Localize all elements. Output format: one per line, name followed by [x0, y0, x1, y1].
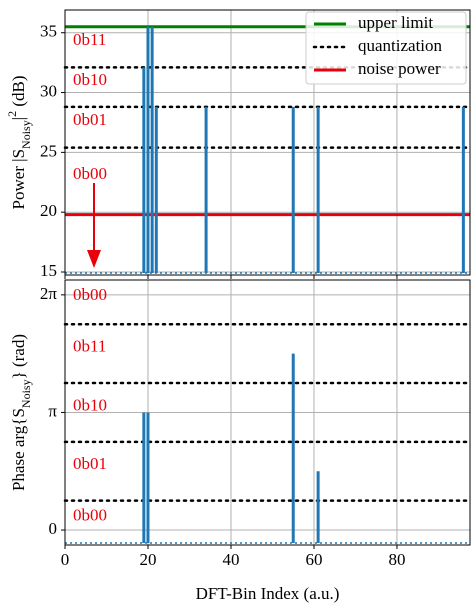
region-label: 0b00 — [73, 164, 107, 183]
region-label: 0b01 — [73, 110, 107, 129]
y-axis-label-part: Phase arg{S — [9, 408, 28, 491]
region-label: 0b00 — [73, 506, 107, 525]
legend-box — [305, 11, 467, 85]
y-axis-label-part: (dB) — [9, 75, 28, 110]
y-axis-label-part: 2 — [5, 111, 19, 117]
region-label: 0b10 — [73, 70, 107, 89]
x-tick-label: 20 — [139, 550, 156, 569]
y-axis-label: Phase arg{SNoisy} (rad) — [9, 334, 33, 491]
region-label: 0b01 — [73, 454, 107, 473]
arrow-head — [87, 250, 101, 268]
y-tick-label: 25 — [40, 141, 57, 160]
plot-frame — [64, 9, 471, 276]
y-tick-label: 0 — [49, 519, 58, 538]
region-label: 0b11 — [73, 30, 106, 49]
y-tick-label: π — [48, 401, 57, 420]
y-tick-label: 2π — [40, 284, 58, 303]
x-tick-label: 60 — [305, 550, 322, 569]
y-axis-label-part: } (rad) — [9, 334, 28, 379]
x-tick-label: 80 — [388, 550, 405, 569]
legend-label: upper limit — [358, 13, 433, 32]
x-axis-label: DFT-Bin Index (a.u.) — [196, 584, 340, 603]
legend-label: noise power — [358, 59, 441, 78]
y-axis-label-part: Noisy — [19, 120, 33, 149]
y-axis-label: Power |SNoisy|2 (dB) — [5, 75, 33, 209]
plot-frame — [64, 279, 471, 546]
y-tick-label: 20 — [40, 201, 57, 220]
y-tick-label: 15 — [40, 261, 57, 280]
y-tick-label: 35 — [40, 22, 57, 41]
y-tick-label: 30 — [40, 81, 57, 100]
region-label: 0b10 — [73, 395, 107, 414]
region-label: 0b00 — [73, 285, 107, 304]
y-axis-label-part: Noisy — [19, 379, 33, 408]
x-tick-label: 0 — [61, 550, 70, 569]
x-tick-label: 40 — [222, 550, 239, 569]
legend-label: quantization — [358, 36, 443, 55]
y-axis-label-part: Power |S — [9, 149, 28, 210]
y-axis-label-part: | — [9, 117, 28, 120]
region-label: 0b11 — [73, 337, 106, 356]
